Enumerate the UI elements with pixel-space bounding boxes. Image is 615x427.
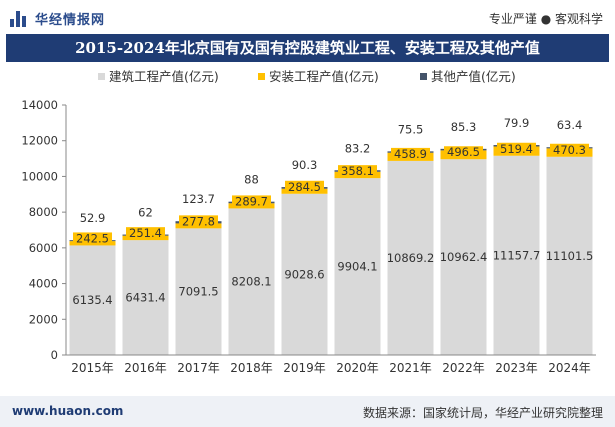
label-installation-7: 496.5 bbox=[447, 145, 480, 159]
label-installation-bg-1 bbox=[126, 227, 165, 240]
label-construction-7: 10962.4 bbox=[440, 250, 488, 264]
data-labels: 6135.4 242.5 52.9 6431.4 251.4 62 7091.5 277.8 1… bbox=[72, 116, 593, 307]
label-installation-4: 284.5 bbox=[288, 180, 321, 194]
bar-0-5 bbox=[334, 178, 381, 355]
legend-label-1: 安装工程产值(亿元) bbox=[269, 69, 379, 84]
bar-0-4 bbox=[281, 193, 328, 355]
x-tick-label-3: 2018年 bbox=[230, 361, 273, 375]
top-bar: 华经情报网 专业严谨 ● 客观科学 bbox=[0, 0, 615, 34]
bar-0-3 bbox=[228, 208, 275, 355]
bar-0-6 bbox=[387, 160, 434, 355]
legend-swatch-0 bbox=[98, 73, 105, 80]
website-link[interactable]: www.huaon.com bbox=[12, 404, 124, 418]
label-other-3: 88 bbox=[244, 173, 259, 187]
y-tick-label-0: 0 bbox=[51, 348, 58, 362]
label-construction-0: 6135.4 bbox=[72, 293, 112, 307]
label-installation-2: 277.8 bbox=[182, 214, 215, 228]
label-installation-bg-6 bbox=[391, 147, 430, 160]
bar-0-0 bbox=[69, 245, 116, 355]
stacked-bar-chart: 建筑工程产值(亿元) 安装工程产值(亿元) 其他产值(亿元) 0 2000 4000 60… bbox=[21, 69, 596, 375]
label-other-8: 79.9 bbox=[504, 116, 530, 130]
x-tick-label-7: 2022年 bbox=[442, 361, 485, 375]
legend-swatch-2 bbox=[420, 73, 427, 80]
brand-logo[interactable]: 华经情报网 bbox=[10, 9, 105, 28]
y-tick-label-3: 6000 bbox=[29, 241, 58, 255]
label-construction-6: 10869.2 bbox=[387, 251, 435, 265]
label-construction-9: 11101.5 bbox=[546, 249, 594, 263]
data-source: 数据来源：国家统计局，华经产业研究院整理 bbox=[362, 406, 603, 420]
x-tick-label-6: 2021年 bbox=[389, 361, 432, 375]
brand-name: 华经情报网 bbox=[35, 13, 106, 28]
bar-0-9 bbox=[546, 156, 593, 355]
bar-0-1 bbox=[122, 240, 169, 355]
label-other-5: 83.2 bbox=[345, 141, 371, 155]
y-tick-label-7: 14000 bbox=[21, 98, 58, 112]
label-installation-1: 251.4 bbox=[129, 226, 162, 240]
y-tick-label-5: 10000 bbox=[21, 169, 58, 183]
x-tick-label-0: 2015年 bbox=[71, 361, 114, 375]
y-tick-label-6: 12000 bbox=[21, 134, 58, 148]
legend-label-0: 建筑工程产值(亿元) bbox=[109, 69, 219, 84]
x-tick-label-2: 2017年 bbox=[177, 361, 220, 375]
label-installation-bg-0 bbox=[73, 232, 112, 245]
x-tick-label-4: 2019年 bbox=[283, 361, 326, 375]
label-installation-3: 289.7 bbox=[235, 194, 268, 208]
label-construction-8: 11157.7 bbox=[493, 248, 541, 262]
y-tick-label-2: 4000 bbox=[29, 277, 58, 291]
label-installation-bg-2 bbox=[179, 215, 218, 228]
label-other-9: 63.4 bbox=[557, 118, 583, 132]
label-installation-bg-8 bbox=[497, 142, 536, 155]
label-other-4: 90.3 bbox=[292, 158, 318, 172]
bar-chart-icon bbox=[10, 10, 28, 27]
label-installation-bg-3 bbox=[232, 195, 271, 208]
bar-0-7 bbox=[440, 159, 487, 355]
footer: www.huaon.com 数据来源：国家统计局，华经产业研究院整理 bbox=[0, 396, 615, 427]
x-tick-label-8: 2023年 bbox=[495, 361, 538, 375]
x-tick-label-1: 2016年 bbox=[124, 361, 167, 375]
label-installation-5: 358.1 bbox=[341, 164, 374, 178]
label-installation-bg-7 bbox=[444, 146, 483, 159]
label-other-6: 75.5 bbox=[398, 122, 424, 136]
label-other-1: 62 bbox=[138, 206, 153, 220]
label-installation-0: 242.5 bbox=[76, 231, 109, 245]
x-tick-label-9: 2024年 bbox=[548, 361, 591, 375]
bar-0-8 bbox=[493, 155, 540, 355]
x-tick-label-5: 2020年 bbox=[336, 361, 379, 375]
label-installation-bg-4 bbox=[285, 180, 324, 193]
label-construction-4: 9028.6 bbox=[284, 267, 324, 281]
y-tick-label-1: 2000 bbox=[29, 312, 58, 326]
y-axis: 0 2000 4000 6000 8000 10000 12000 14000 bbox=[21, 98, 67, 362]
legend-label-2: 其他产值(亿元) bbox=[431, 69, 516, 84]
label-installation-bg-5 bbox=[338, 165, 377, 178]
label-installation-6: 458.9 bbox=[394, 147, 427, 161]
label-construction-5: 9904.1 bbox=[337, 260, 377, 274]
slogan: 专业严谨 ● 客观科学 bbox=[488, 12, 603, 26]
x-axis: 2015年 2016年 2017年 2018年 2019年 2020年 2021年 2022年… bbox=[66, 354, 596, 375]
legend-swatch-1 bbox=[258, 73, 265, 80]
label-construction-1: 6431.4 bbox=[125, 291, 165, 305]
chart-title: 2015-2024年北京国有及国有控股建筑业工程、安装工程及其他产值 bbox=[6, 34, 609, 62]
legend: 建筑工程产值(亿元) 安装工程产值(亿元) 其他产值(亿元) bbox=[98, 69, 516, 84]
label-other-7: 85.3 bbox=[451, 120, 477, 134]
y-tick-label-4: 8000 bbox=[29, 205, 58, 219]
label-other-2: 123.7 bbox=[182, 192, 215, 206]
label-construction-3: 8208.1 bbox=[231, 275, 271, 289]
bar-0-2 bbox=[175, 228, 222, 355]
label-installation-8: 519.4 bbox=[500, 142, 533, 156]
label-other-0: 52.9 bbox=[80, 211, 106, 225]
label-installation-9: 470.3 bbox=[553, 143, 586, 157]
label-construction-2: 7091.5 bbox=[178, 285, 218, 299]
label-installation-bg-9 bbox=[550, 143, 589, 156]
